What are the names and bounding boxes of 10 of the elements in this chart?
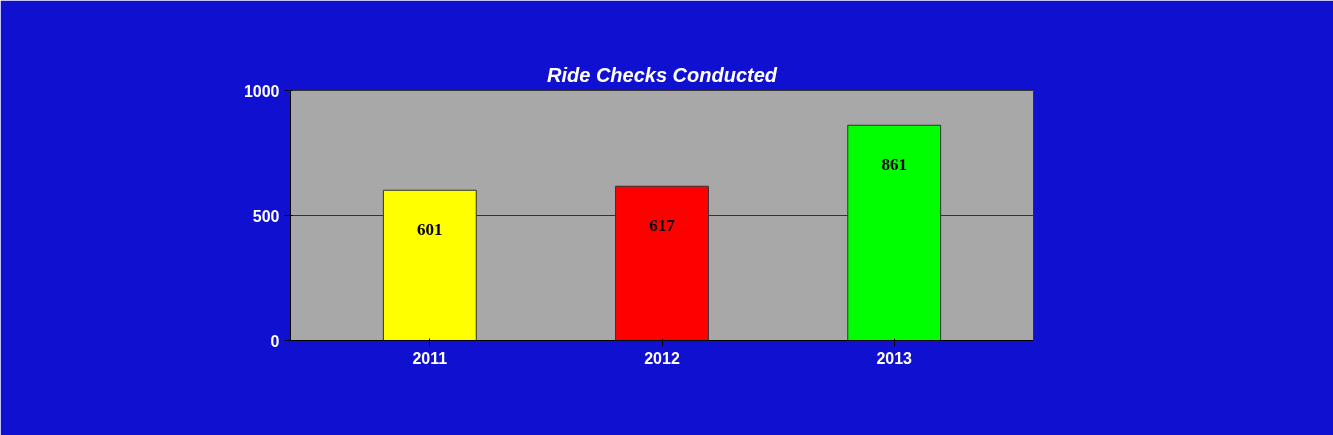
x-tick-label: 2011 xyxy=(412,349,448,367)
x-tick-label: 2013 xyxy=(876,349,913,367)
y-tick-label: 1000 xyxy=(243,82,280,100)
y-tick-label: 500 xyxy=(252,207,280,225)
chart-title: Ride Checks Conducted xyxy=(546,63,778,86)
data-label: 617 xyxy=(649,216,676,236)
data-label: 601 xyxy=(417,220,443,240)
x-tick-label: 2012 xyxy=(644,349,680,367)
y-tick-label: 0 xyxy=(270,332,280,350)
data-label: 861 xyxy=(881,155,907,175)
